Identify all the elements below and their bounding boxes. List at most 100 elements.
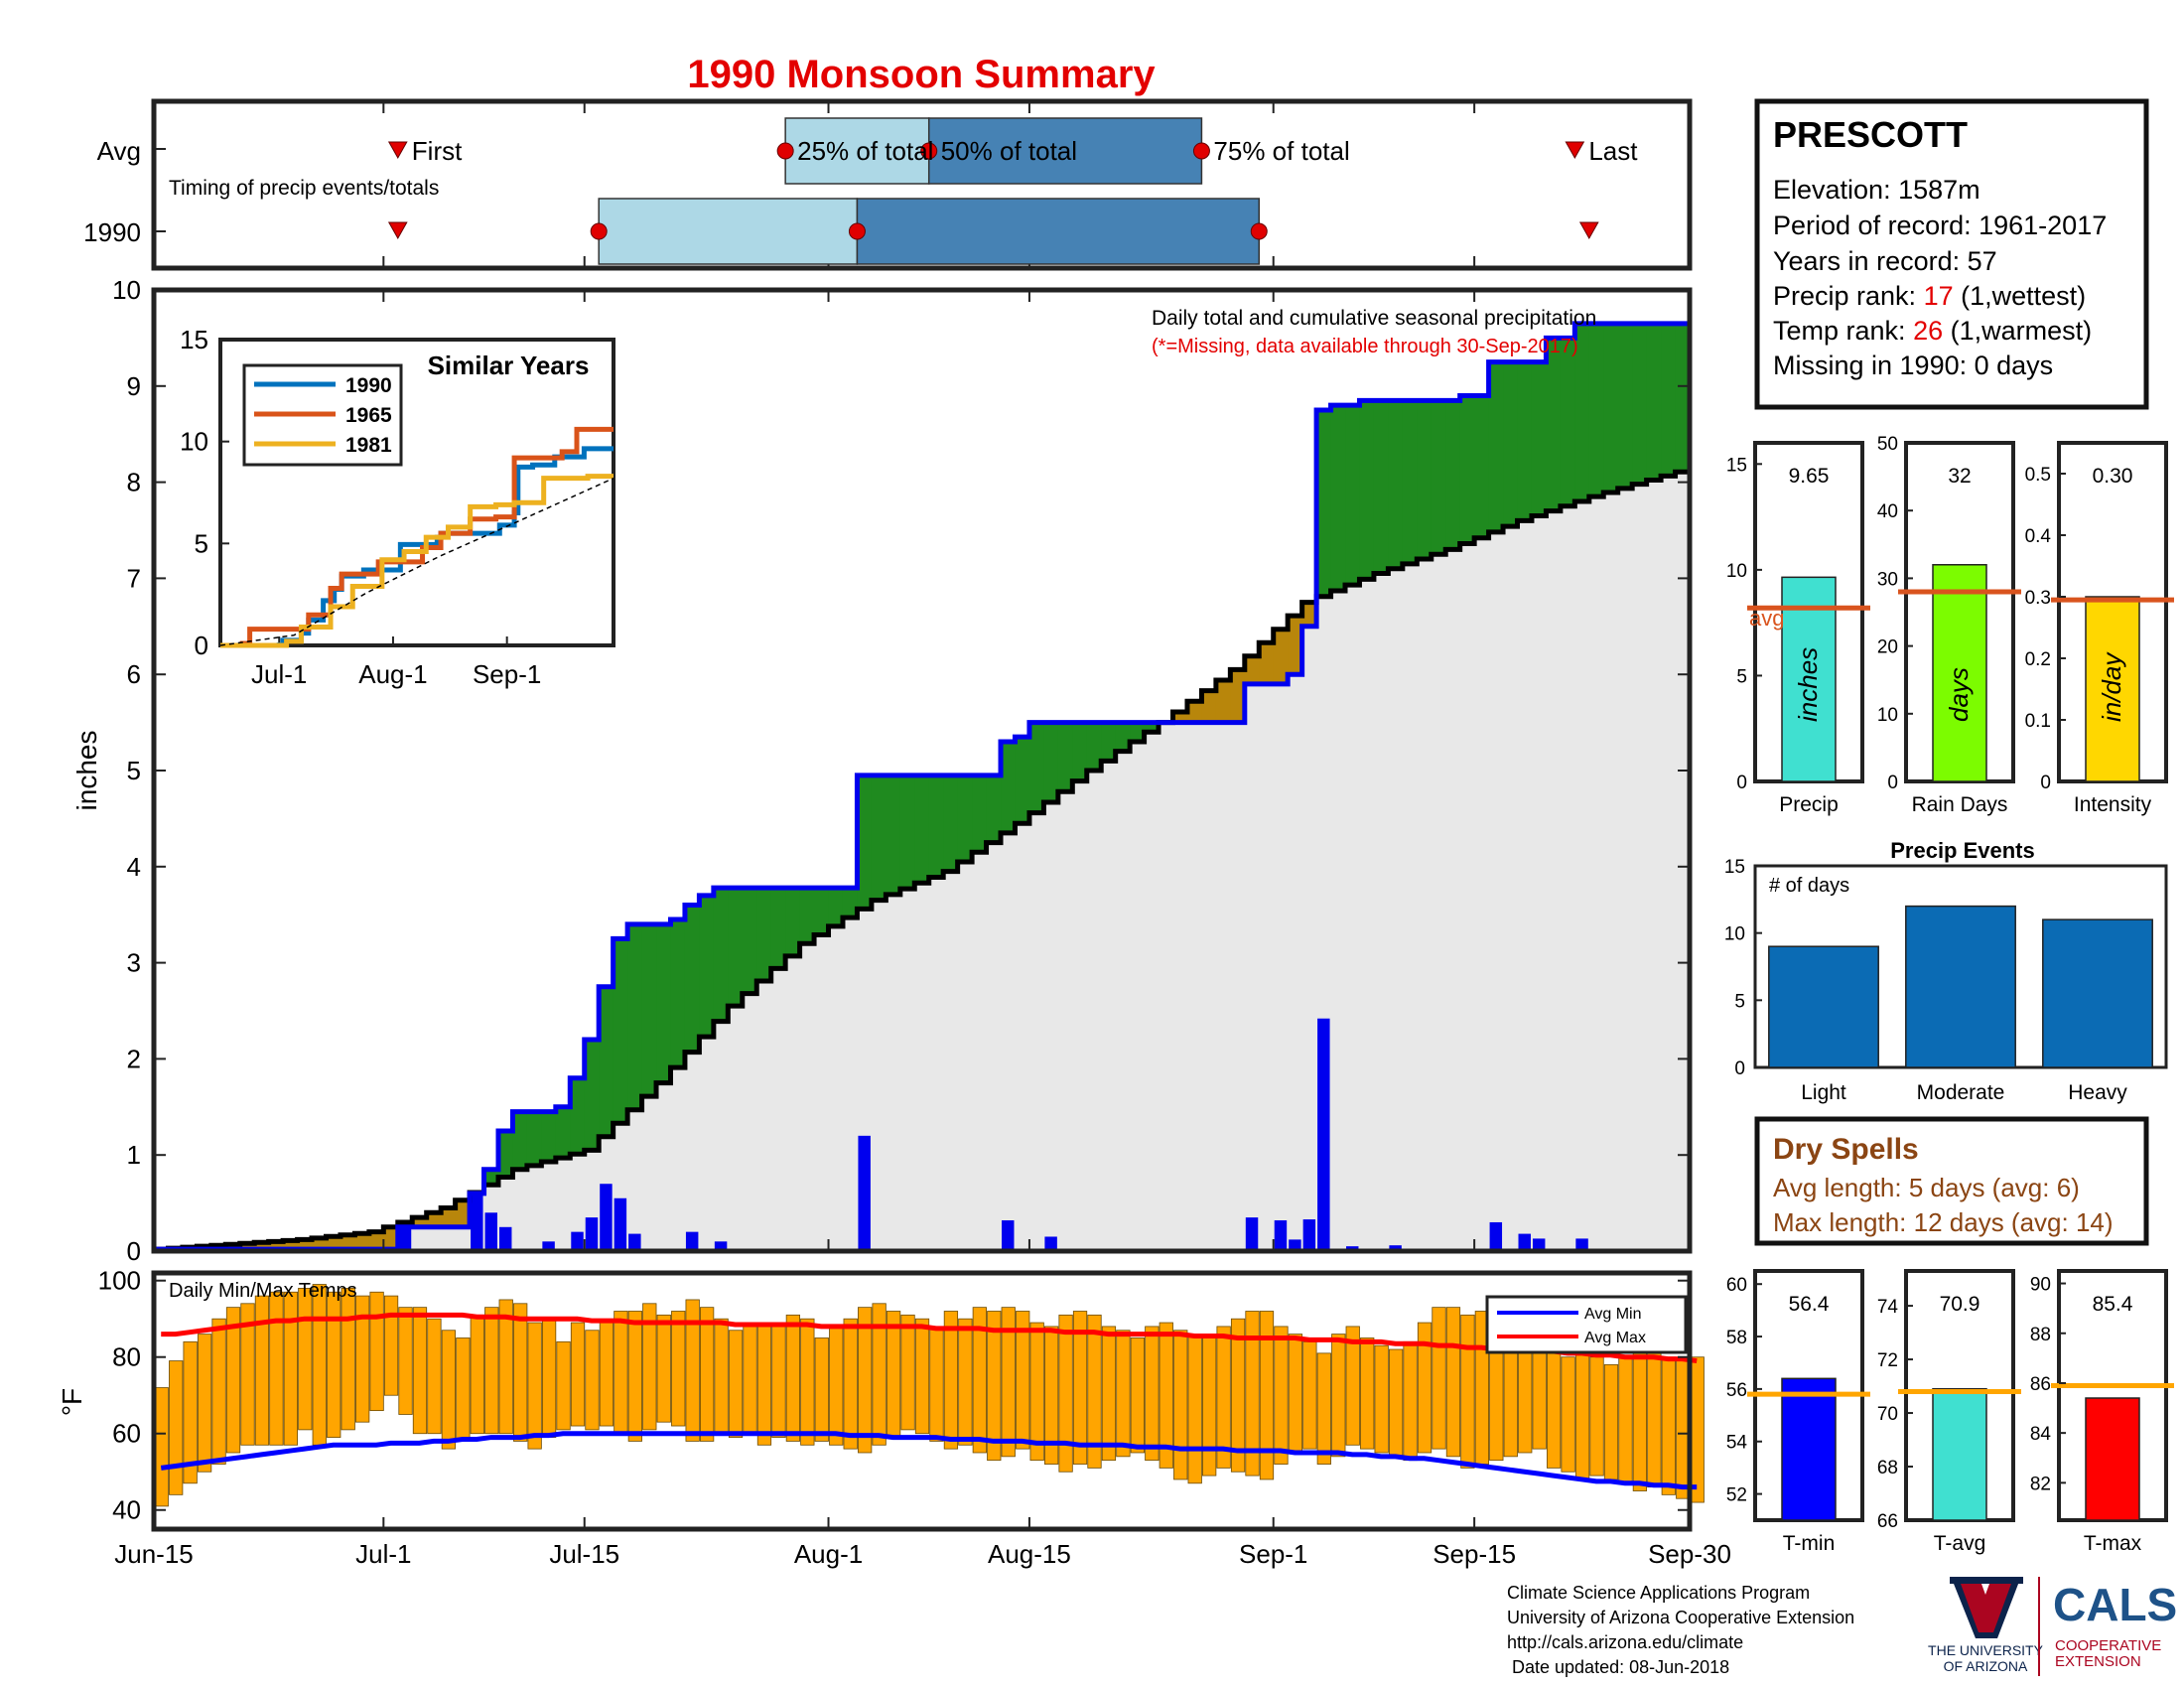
intensity-summary-ytick-label: 0.2 [2025, 649, 2051, 670]
daily-temp-bar [1331, 1334, 1346, 1458]
university-of-arizona-logo: THE UNIVERSITY OF ARIZONA [1928, 1577, 2044, 1674]
precip-events-bar [1905, 905, 2016, 1068]
cals-logo: CALS COOPERATIVE EXTENSION [2053, 1579, 2177, 1670]
cumulative-diff-segment [584, 1040, 600, 1151]
cumulative-diff-segment [1316, 410, 1332, 597]
cumulative-diff-segment [814, 888, 830, 935]
cumulative-diff-segment [1675, 323, 1691, 473]
cumulative-diff-segment [441, 1207, 457, 1227]
timing-avg-marker-25 [776, 142, 794, 160]
timing-year-marker-75 [1250, 222, 1268, 240]
cumulative-diff-segment [512, 1111, 528, 1170]
precip-summary-bar [1781, 576, 1837, 782]
cals-sub-2: EXTENSION [2055, 1653, 2141, 1670]
daily-temp-bar [398, 1307, 413, 1415]
daily-temp-bar [1574, 1348, 1590, 1480]
daily-precip-bar [1575, 1238, 1588, 1251]
cumulative-diff-segment [1417, 400, 1433, 560]
timing-p25-label: 25% of total [797, 136, 933, 166]
daily-temp-bar [972, 1307, 987, 1454]
inset-ytick-label: 5 [195, 528, 208, 558]
daily-precip-bar [628, 1233, 641, 1251]
daily-temp-bar [785, 1314, 801, 1442]
inset-ytick-label: 10 [180, 427, 208, 457]
daily-precip-bar [571, 1231, 584, 1251]
cumulative-diff-segment [857, 774, 873, 910]
intensity-summary-value: 0.30 [2093, 465, 2133, 488]
daily-temp-bar [1245, 1311, 1260, 1477]
daily-temp-bar [700, 1307, 715, 1442]
precip-events-ylabel: # of days [1769, 875, 1849, 897]
cumulative-diff-segment [799, 888, 815, 944]
cumulative-diff-segment [986, 774, 1002, 843]
inset-legend-label: 1981 [345, 434, 392, 457]
daily-temp-bar [627, 1311, 642, 1442]
cumulative-diff-segment [483, 1169, 499, 1186]
daily-precip-bar [398, 1226, 412, 1251]
daily-temp-bar [1145, 1326, 1160, 1462]
rain-days-summary-unit: days [1944, 667, 1974, 722]
cumulative-diff-segment [684, 905, 701, 1053]
daily-temp-bar [1101, 1326, 1117, 1462]
tmax-summary-ytick-label: 84 [2030, 1424, 2052, 1445]
daily-temp-bar [1029, 1322, 1044, 1462]
tmax-summary-title: T-max [2084, 1532, 2142, 1555]
cumulative-diff-segment [412, 1217, 428, 1227]
footer-line-3: http://cals.arizona.edu/climate [1507, 1632, 1743, 1652]
daily-temp-bar [743, 1326, 757, 1435]
daily-temp-bar [1603, 1364, 1619, 1480]
cumulative-diff-segment [1043, 722, 1059, 802]
figure-title: 1990 Monsoon Summary [687, 53, 1156, 96]
daily-temp-bar [441, 1330, 457, 1450]
daily-temp-bar [1302, 1340, 1317, 1450]
cumulative-diff-segment [713, 888, 729, 1022]
daily-temp-bar [886, 1311, 901, 1438]
daily-temp-bar [843, 1318, 858, 1450]
daily-temp-bar [456, 1337, 471, 1442]
timing-year-marker-25 [590, 222, 608, 240]
x-tick-label: Jul-1 [355, 1539, 411, 1569]
tavg-summary-ytick-label: 74 [1877, 1297, 1899, 1318]
x-tick-label: Aug-15 [988, 1539, 1071, 1569]
timing-subtitle: Timing of precip events/totals [169, 177, 439, 200]
daily-precip-bar [1489, 1221, 1503, 1251]
rain-days-summary-ytick-label: 20 [1877, 637, 1898, 658]
daily-temp-bar [269, 1291, 284, 1446]
precip-ytick-label: 3 [127, 948, 141, 978]
precip-ytick-label: 0 [127, 1236, 141, 1266]
cumulative-diff-segment [785, 888, 801, 956]
daily-precip-bar [484, 1212, 497, 1251]
tavg-summary-ytick-label: 68 [1877, 1458, 1898, 1478]
daily-temp-bar [1561, 1356, 1575, 1473]
year-cumulative-line [154, 321, 1690, 1252]
tmax-summary-bar [2085, 1397, 2140, 1521]
daily-temp-bar [1618, 1356, 1633, 1484]
daily-temp-bar [154, 1387, 169, 1507]
x-tick-label: Sep-1 [1239, 1539, 1307, 1569]
inset-series-avg [219, 477, 614, 646]
precip-ytick-label: 9 [127, 371, 141, 401]
cumulative-diff-segment [914, 774, 930, 884]
timing-avg-box-25-50 [784, 117, 930, 185]
daily-temp-bar [1216, 1326, 1231, 1469]
precip-ytick-label: 8 [127, 468, 141, 497]
intensity-summary-ytick-label: 0 [2040, 773, 2051, 793]
daily-precip-bar [1389, 1245, 1402, 1251]
daily-temp-bar [355, 1295, 370, 1423]
tmax-summary-ytick-label: 90 [2030, 1275, 2051, 1296]
tmax-summary-ytick-label: 86 [2030, 1374, 2051, 1395]
cumulative-diff-segment [1359, 400, 1375, 580]
daily-precip-bar [542, 1241, 555, 1251]
timing-year-last-marker [1578, 221, 1599, 240]
cals-wordmark: CALS [2053, 1579, 2177, 1630]
cumulative-diff-segment [928, 774, 944, 878]
precip-events-category: Heavy [2068, 1081, 2127, 1104]
cumulative-diff-segment [1172, 711, 1188, 723]
cumulative-diff-segment [1646, 323, 1662, 481]
timing-avg-last-marker [1565, 141, 1585, 160]
intensity-summary-ytick-label: 0.5 [2025, 465, 2051, 486]
daily-precip-bar [858, 1135, 871, 1251]
tmin-summary-ytick-label: 52 [1726, 1485, 1747, 1506]
daily-temp-bar [1403, 1340, 1418, 1462]
daily-temp-bar [169, 1360, 184, 1495]
